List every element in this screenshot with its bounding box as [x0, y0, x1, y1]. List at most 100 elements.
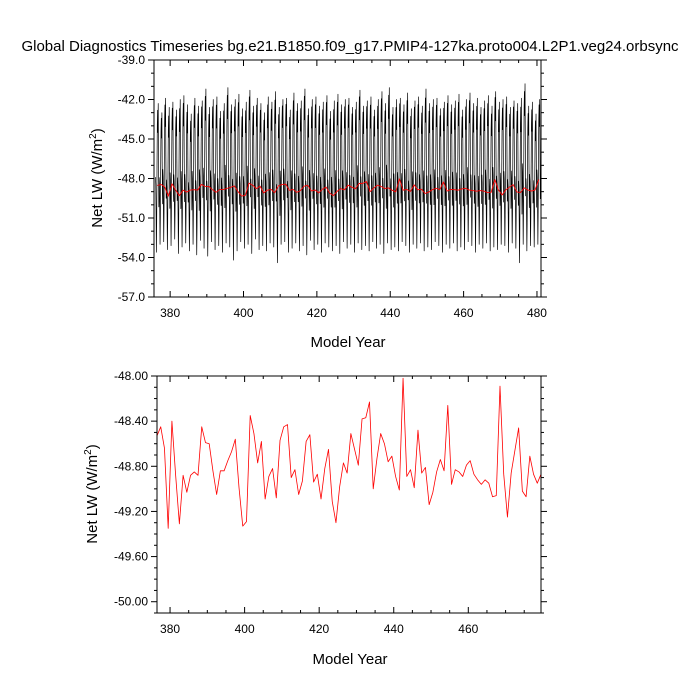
- top-annual-series-line-point: [538, 179, 539, 180]
- bottom-annual-series-line-point: [473, 474, 474, 475]
- top-annual-series-line-point: [300, 190, 301, 191]
- bottom-annual-series-line-point: [376, 458, 377, 459]
- top-annual-series-line-point: [289, 190, 290, 191]
- bottom-annual-series-line-point: [503, 474, 504, 475]
- bottom-annual-series-line-point: [276, 497, 277, 498]
- top-annual-series-line-point: [157, 185, 158, 186]
- top-x-tick-label: 400: [233, 306, 253, 320]
- bottom-annual-series-line-point: [160, 426, 161, 427]
- bottom-annual-series-line-point: [186, 492, 187, 493]
- bottom-y-tick-label: -48.40: [114, 414, 148, 428]
- top-annual-series-line-point: [527, 189, 528, 190]
- top-annual-series-line-point: [516, 191, 517, 192]
- bottom-x-tick-label: 420: [309, 622, 329, 636]
- top-annual-series-line-point: [241, 195, 242, 196]
- bottom-annual-series-line-point: [179, 523, 180, 524]
- bottom-annual-series-line-point: [391, 456, 392, 457]
- bottom-annual-series-line-point: [283, 426, 284, 427]
- bottom-annual-series-line-point: [462, 476, 463, 477]
- top-annual-series-line-point: [366, 181, 367, 182]
- top-axes: 380 400 420 440 460 480 -57.0 -54.0 -51.0 -48.0 -4…: [118, 53, 548, 320]
- bottom-annual-series-line-point: [246, 521, 247, 522]
- top-annual-series-line-point: [428, 191, 429, 192]
- bottom-annual-series-line-point: [302, 480, 303, 481]
- bottom-y-tick-label: -48.00: [114, 369, 148, 383]
- top-annual-series-line-point: [215, 192, 216, 193]
- bottom-annual-series-line-point: [429, 504, 430, 505]
- page-title: Global Diagnostics Timeseries bg.e21.B18…: [21, 38, 679, 55]
- bottom-annual-series-line-point: [339, 486, 340, 487]
- top-annual-series-line-point: [494, 179, 495, 180]
- bottom-annual-series-line-point: [268, 476, 269, 477]
- bottom-annual-series-line-point: [525, 496, 526, 497]
- top-annual-series-line-point: [164, 186, 165, 187]
- bottom-annual-series-line-point: [343, 462, 344, 463]
- top-annual-series-line-point: [278, 185, 279, 186]
- top-annual-series-line-point: [226, 188, 227, 189]
- top-annual-series-line: [157, 178, 540, 197]
- top-annual-series-line-point: [333, 195, 334, 196]
- bottom-annual-series-line-point: [417, 430, 418, 431]
- top-annual-series-line-point: [513, 184, 514, 185]
- bottom-annual-series-line-point: [313, 481, 314, 482]
- bottom-annual-series-line-point: [529, 456, 530, 457]
- top-annual-series-line-point: [190, 189, 191, 190]
- top-annual-series-line-point: [318, 192, 319, 193]
- top-annual-series-line-point: [491, 192, 492, 193]
- top-annual-series-line-point: [469, 189, 470, 190]
- bottom-annual-series-line-point: [365, 417, 366, 418]
- top-annual-series-line-point: [208, 186, 209, 187]
- top-annual-series-line-point: [212, 189, 213, 190]
- top-x-tick-label: 460: [454, 306, 474, 320]
- bottom-annual-series-line-point: [272, 468, 273, 469]
- top-annual-series-line-point: [263, 192, 264, 193]
- top-annual-series-line-point: [219, 189, 220, 190]
- bottom-annual-series-line-point: [242, 526, 243, 527]
- top-annual-series-line-point: [351, 186, 352, 187]
- bottom-annual-series-line-point: [183, 475, 184, 476]
- bottom-annual-series-line-point: [354, 449, 355, 450]
- bottom-y-axis-title-main: Net LW (W/m: [84, 455, 101, 544]
- top-panel: 380 400 420 440 460 480 -57.0 -54.0 -51.0 -48.0 -4…: [88, 53, 547, 351]
- top-annual-series-line-point: [201, 184, 202, 185]
- bottom-annual-series-line-point: [361, 418, 362, 419]
- bottom-annual-series-line-point: [212, 470, 213, 471]
- top-y-axis-title-sup: 2: [88, 133, 99, 139]
- top-annual-series-line-point: [505, 189, 506, 190]
- bottom-x-axis-title: Model Year: [312, 651, 387, 668]
- top-annual-series-line-point: [476, 191, 477, 192]
- bottom-annual-series-line-point: [171, 421, 172, 422]
- top-annual-series-line-point: [535, 189, 536, 190]
- bottom-annual-series-line-point: [380, 433, 381, 434]
- bottom-annual-series-line-point: [451, 484, 452, 485]
- top-annual-series-line-point: [509, 187, 510, 188]
- top-annual-series-line-point: [362, 183, 363, 184]
- top-y-tick-label: -57.0: [118, 290, 146, 304]
- top-annual-series-line-point: [432, 189, 433, 190]
- bottom-annual-series-line-point: [402, 378, 403, 379]
- top-annual-series-line-point: [179, 195, 180, 196]
- bottom-plot-frame: [156, 375, 542, 614]
- top-annual-series-line-point: [267, 190, 268, 191]
- bottom-annual-series-line-point: [425, 467, 426, 468]
- bottom-annual-series-line-point: [388, 461, 389, 462]
- top-x-tick-label: 440: [380, 306, 400, 320]
- top-annual-series-line-point: [480, 190, 481, 191]
- top-annual-series-line-point: [329, 193, 330, 194]
- top-annual-series-line-point: [355, 188, 356, 189]
- bottom-annual-series-line-point: [317, 474, 318, 475]
- top-annual-series-line-point: [292, 189, 293, 190]
- top-monthly-series-line: [155, 83, 541, 264]
- bottom-annual-series-line-point: [168, 528, 169, 529]
- top-annual-series-line-point: [373, 188, 374, 189]
- bottom-y-tick-label: -49.20: [114, 504, 148, 518]
- bottom-x-tick-label: 440: [384, 622, 404, 636]
- bottom-annual-series-line-point: [477, 479, 478, 480]
- bottom-annual-series-line-point: [298, 494, 299, 495]
- top-annual-series-line-point: [303, 186, 304, 187]
- top-x-axis-title: Model Year: [310, 334, 385, 351]
- top-annual-series-line-point: [274, 192, 275, 193]
- top-annual-series-line-point: [454, 189, 455, 190]
- bottom-annual-series-line-point: [492, 496, 493, 497]
- top-annual-series-line-point: [347, 185, 348, 186]
